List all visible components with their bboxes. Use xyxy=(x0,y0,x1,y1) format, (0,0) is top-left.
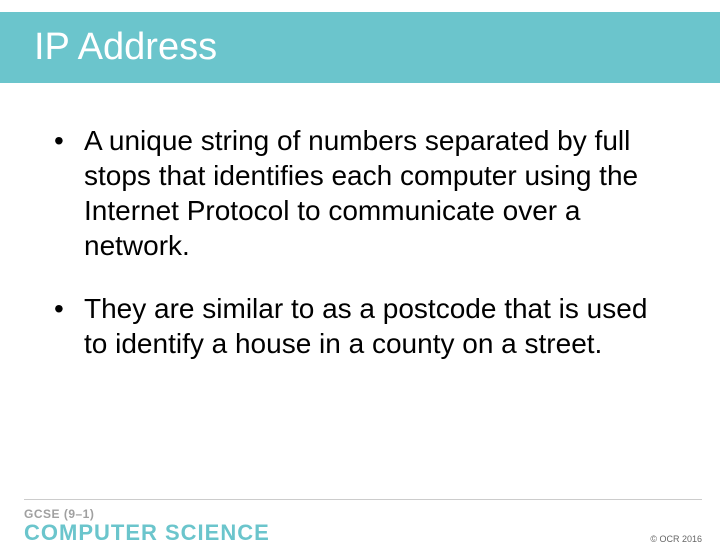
bullet-marker-icon: • xyxy=(54,291,84,361)
subject-label: COMPUTER SCIENCE xyxy=(24,522,270,544)
slide-title: IP Address xyxy=(34,26,690,69)
branding-block: GCSE (9–1) COMPUTER SCIENCE xyxy=(24,508,270,544)
bullet-marker-icon: • xyxy=(54,123,84,263)
footer-divider xyxy=(24,499,702,500)
bullet-item: • They are similar to as a postcode that… xyxy=(54,291,670,361)
slide-content: • A unique string of numbers separated b… xyxy=(0,83,720,361)
bullet-item: • A unique string of numbers separated b… xyxy=(54,123,670,263)
slide-footer: GCSE (9–1) COMPUTER SCIENCE © OCR 2016 xyxy=(0,499,720,552)
gcse-label: GCSE (9–1) xyxy=(24,508,270,520)
bullet-text: A unique string of numbers separated by … xyxy=(84,123,670,263)
title-bar: IP Address xyxy=(0,12,720,83)
footer-content: GCSE (9–1) COMPUTER SCIENCE © OCR 2016 xyxy=(24,508,702,544)
copyright-text: © OCR 2016 xyxy=(650,534,702,544)
bullet-text: They are similar to as a postcode that i… xyxy=(84,291,670,361)
